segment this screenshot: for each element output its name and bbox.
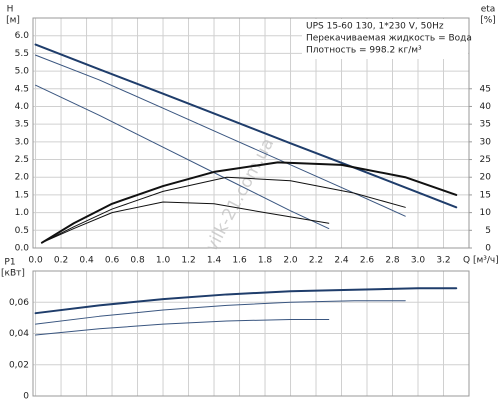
x-tick-label: 0.2 [54,256,68,266]
x-tick-label: 0.4 [79,256,94,266]
y2-tick-label: 35 [480,120,491,130]
x-tick-label: 1.2 [181,256,195,266]
x-tick-label: 2.2 [309,256,323,266]
y-tick-label: 1.5 [15,190,29,200]
y-tick-label: 0.0 [15,244,30,254]
y-tick-label: 4.0 [15,102,30,112]
x-tick-label: 0.6 [105,256,120,266]
y-tick-label: 3.5 [15,120,29,130]
y-tick-label: 2.0 [15,173,30,183]
x-tick-label: 1.8 [258,256,273,266]
annotation-box: UPS 15-60 130, 1*230 V, 50Hz Перекачиваем… [302,19,472,59]
y2-tick-label: 40 [480,102,492,112]
annotation-text: Плотность = 998.2 кг/м³ [306,46,422,56]
y-tick-label: 1.0 [15,208,30,218]
efficiency-curve [41,201,330,244]
x-tick-label: 1.0 [156,256,171,266]
x-tick-label: 1.6 [232,256,247,266]
annotation-background [302,19,468,59]
y2-tick-label: 25 [480,155,491,165]
x-axis-label: Q [м³/ч] [463,256,499,266]
y-tick-label: 0,06 [9,298,29,308]
data-line [35,318,330,336]
x-tick-label: 0.0 [28,256,43,266]
data-line [35,84,330,230]
x-tick-label: 2.6 [360,256,375,266]
y2-axis-label: eta [481,5,496,15]
data-line [34,287,458,315]
y2-tick-label: 45 [480,84,491,94]
y-tick-label: 0,04 [9,329,29,339]
x-tick-label: 0.8 [130,256,145,266]
y-axis-unit: [кВт] [1,269,25,279]
annotation-text: Перекачиваемая жидкость = Вода [306,34,472,44]
y2-tick-label: 20 [480,173,492,183]
y-tick-label: 3.0 [15,137,30,147]
y2-tick-label: 0 [485,244,491,254]
x-tick-label: 3.0 [411,256,426,266]
y-axis-unit: [м] [6,16,20,26]
y2-tick-label: 15 [480,190,491,200]
y2-axis-unit: [%] [480,16,496,26]
y2-tick-label: 5 [485,226,491,236]
x-tick-label: 3.2 [436,256,450,266]
y-tick-label: 6.0 [15,31,30,41]
x-tick-label: 2.0 [283,256,298,266]
efficiency-curve [40,161,458,244]
efficiency-curve [41,176,406,244]
y-tick-label: 0 [23,392,29,400]
y-tick-label: 2.5 [15,155,29,165]
y-tick-label: 0,02 [9,360,29,370]
data-line [35,300,406,325]
y-tick-label: 5.5 [15,49,29,59]
y2-tick-label: 10 [480,208,492,218]
plot-frame [32,270,470,397]
y2-tick-label: 30 [480,137,492,147]
y-tick-label: 0.5 [15,226,29,236]
y-axis-label: P1 [4,258,15,268]
data-line [34,43,458,209]
annotation-text: UPS 15-60 130, 1*230 V, 50Hz [306,22,444,32]
x-tick-label: 1.4 [207,256,222,266]
y-axis-label: H [7,5,14,15]
x-tick-label: 2.8 [385,256,400,266]
y-tick-label: 5.0 [15,67,30,77]
x-tick-label: 2.4 [334,256,349,266]
plot-frame [32,17,470,249]
y-tick-label: 4.5 [15,84,29,94]
